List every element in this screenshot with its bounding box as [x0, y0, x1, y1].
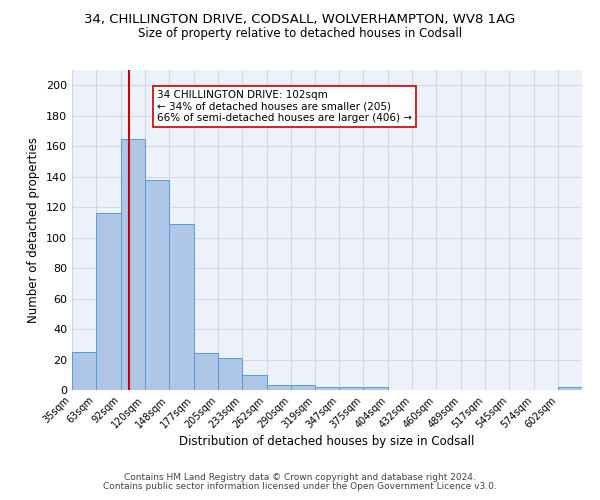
Bar — [218, 358, 242, 390]
Bar — [96, 213, 121, 390]
Text: 34 CHILLINGTON DRIVE: 102sqm
← 34% of detached houses are smaller (205)
66% of s: 34 CHILLINGTON DRIVE: 102sqm ← 34% of de… — [157, 90, 412, 123]
Text: Contains HM Land Registry data © Crown copyright and database right 2024.: Contains HM Land Registry data © Crown c… — [124, 473, 476, 482]
Bar — [290, 386, 316, 390]
X-axis label: Distribution of detached houses by size in Codsall: Distribution of detached houses by size … — [179, 436, 475, 448]
Bar — [145, 180, 169, 390]
Bar — [72, 352, 96, 390]
Text: Size of property relative to detached houses in Codsall: Size of property relative to detached ho… — [138, 28, 462, 40]
Bar — [558, 387, 582, 390]
Bar — [169, 224, 194, 390]
Bar — [364, 387, 388, 390]
Bar — [242, 375, 266, 390]
Bar — [121, 138, 145, 390]
Y-axis label: Number of detached properties: Number of detached properties — [28, 137, 40, 323]
Bar — [340, 387, 364, 390]
Text: 34, CHILLINGTON DRIVE, CODSALL, WOLVERHAMPTON, WV8 1AG: 34, CHILLINGTON DRIVE, CODSALL, WOLVERHA… — [85, 12, 515, 26]
Bar — [194, 354, 218, 390]
Bar — [316, 387, 340, 390]
Text: Contains public sector information licensed under the Open Government Licence v3: Contains public sector information licen… — [103, 482, 497, 491]
Bar — [266, 386, 290, 390]
